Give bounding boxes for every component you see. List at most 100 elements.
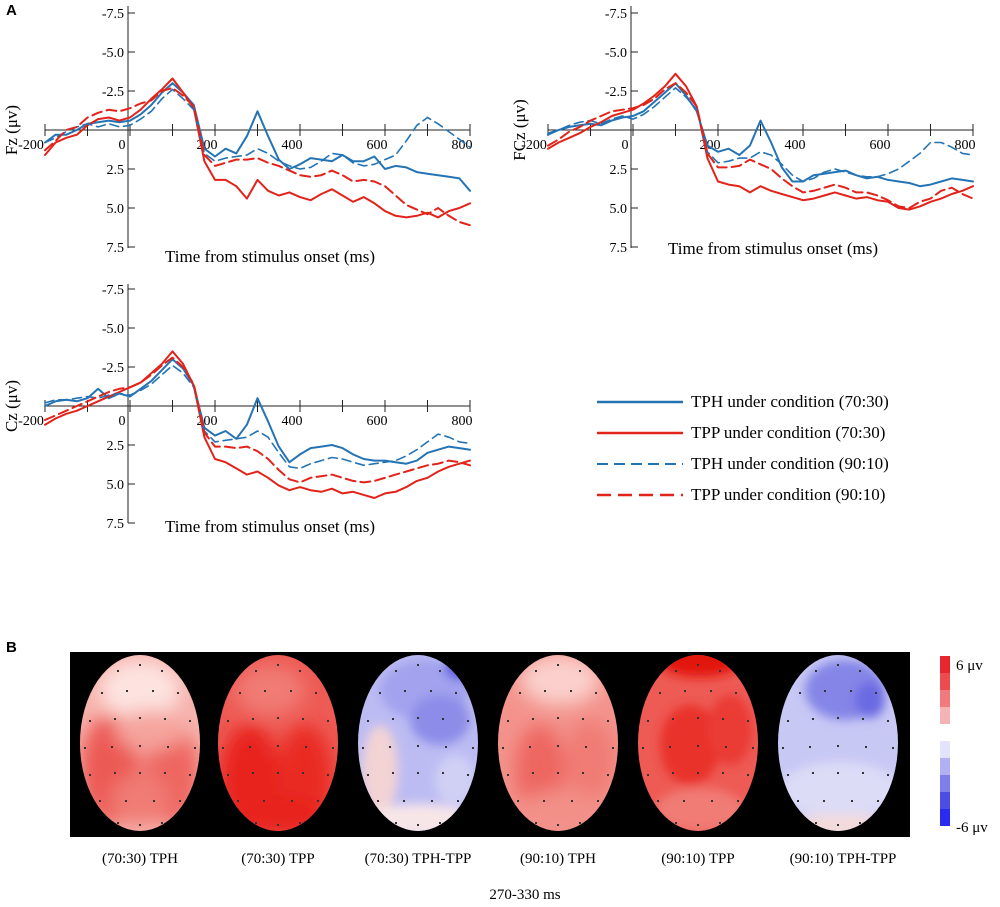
series-line-1 (547, 82, 974, 188)
electrode-dot (442, 718, 444, 720)
electrode-dot (164, 718, 166, 720)
electrode-dot (114, 718, 116, 720)
electrode-dot (277, 717, 279, 719)
electrode-dot (585, 746, 587, 748)
x-tick-label: 0 (119, 138, 126, 153)
electrode-dots (84, 664, 894, 826)
electrode-dot (317, 800, 319, 802)
y-tick-label: -7.5 (605, 7, 627, 22)
y-tick-label: -2.5 (102, 85, 124, 100)
legend-label: TPH under condition (70:30) (691, 392, 889, 411)
topomap-label: (90:10) TPH-TPP (790, 851, 897, 867)
series-line-4 (547, 82, 974, 209)
legend-label: TPP under condition (90:10) (691, 485, 885, 504)
electrode-dot (179, 800, 181, 802)
electrode-dot (139, 824, 141, 826)
y-tick-label: 5.0 (107, 478, 125, 493)
series-line-3 (44, 88, 471, 170)
electrode-dot (291, 800, 293, 802)
electrode-dot (850, 690, 852, 692)
electrode-dot (442, 772, 444, 774)
electrode-dot (877, 800, 879, 802)
electrode-dot (111, 746, 113, 748)
electrode-dot (824, 690, 826, 692)
topomap-label: (90:10) TPP (661, 851, 734, 867)
electrode-dot (752, 747, 754, 749)
electrode-dot (735, 692, 737, 694)
electrode-dot (89, 720, 91, 722)
electrode-dot (367, 774, 369, 776)
electrode-dot (467, 774, 469, 776)
electrode-dot (189, 720, 191, 722)
electrode-dot (277, 745, 279, 747)
electrode-dot (719, 822, 721, 824)
electrode-dot (439, 822, 441, 824)
electrode-dot (544, 690, 546, 692)
electrode-dot (887, 774, 889, 776)
electrode-dot (710, 690, 712, 692)
electrode-dot (222, 747, 224, 749)
electrode-dot (507, 774, 509, 776)
electrode-dot (697, 664, 699, 666)
electrode-dot (851, 800, 853, 802)
electrode-dot (837, 772, 839, 774)
electrode-dot (99, 800, 101, 802)
colorbar-max-label: 6 μv (956, 658, 983, 674)
electrode-dot (675, 822, 677, 824)
topomap-label: (70:30) TPH (102, 851, 178, 867)
electrode-dot (255, 670, 257, 672)
series-line-2 (44, 77, 471, 219)
electrode-dot (299, 670, 301, 672)
electrode-dot (815, 822, 817, 824)
electrode-dot (117, 670, 119, 672)
topomap-90-10-tph-tpp (778, 655, 898, 831)
x-tick-label: 600 (367, 138, 388, 153)
electrode-dot (502, 747, 504, 749)
electrode-dot (647, 774, 649, 776)
electrode-dot (379, 692, 381, 694)
electrode-dot (535, 670, 537, 672)
electrode-dot (164, 772, 166, 774)
topomap-background (70, 652, 910, 837)
series-line-4 (44, 356, 471, 484)
electrode-dot (189, 774, 191, 776)
electrode-dot (892, 747, 894, 749)
y-axis-label: FCz (μv) (510, 99, 529, 161)
electrode-dot (607, 720, 609, 722)
electrode-dot (787, 774, 789, 776)
topomap-label: (70:30) TPH-TPP (365, 851, 472, 867)
electrode-dot (607, 774, 609, 776)
electrode-dot (579, 822, 581, 824)
y-tick-label: 7.5 (107, 517, 125, 532)
time-window-label: 270-330 ms (489, 887, 560, 903)
colorbar-min-label: -6 μv (956, 820, 988, 836)
electrode-dot (84, 747, 86, 749)
electrode-dot (862, 772, 864, 774)
y-tick-label: 2.5 (107, 439, 125, 454)
electrode-dot (305, 746, 307, 748)
electrode-dot (815, 670, 817, 672)
electrode-dot (114, 772, 116, 774)
cz-erp-plot: -200 0 200 400 600 800-7.5-5.0-2.52.55.07.5Cz… (2, 283, 473, 536)
series-line-3 (44, 364, 471, 470)
y-tick-label: -2.5 (102, 361, 124, 376)
electrode-dot (809, 746, 811, 748)
legend-label: TPH under condition (90:10) (691, 454, 889, 473)
x-axis-label: Time from stimulus onset (ms) (165, 247, 375, 266)
topomap-label: (90:10) TPH (520, 851, 596, 867)
electrode-dot (812, 772, 814, 774)
electrode-dot (457, 800, 459, 802)
electrode-dot (557, 745, 559, 747)
electrode-dot (683, 800, 685, 802)
electrode-dot (535, 822, 537, 824)
electrode-dot (101, 692, 103, 694)
electrode-dot (595, 692, 597, 694)
y-tick-label: -5.0 (102, 322, 124, 337)
electrode-dot (887, 720, 889, 722)
y-tick-label: 2.5 (610, 163, 628, 178)
electrode-dot (747, 774, 749, 776)
electrode-dot (395, 670, 397, 672)
x-tick-label: 600 (367, 414, 388, 429)
electrode-dot (417, 745, 419, 747)
